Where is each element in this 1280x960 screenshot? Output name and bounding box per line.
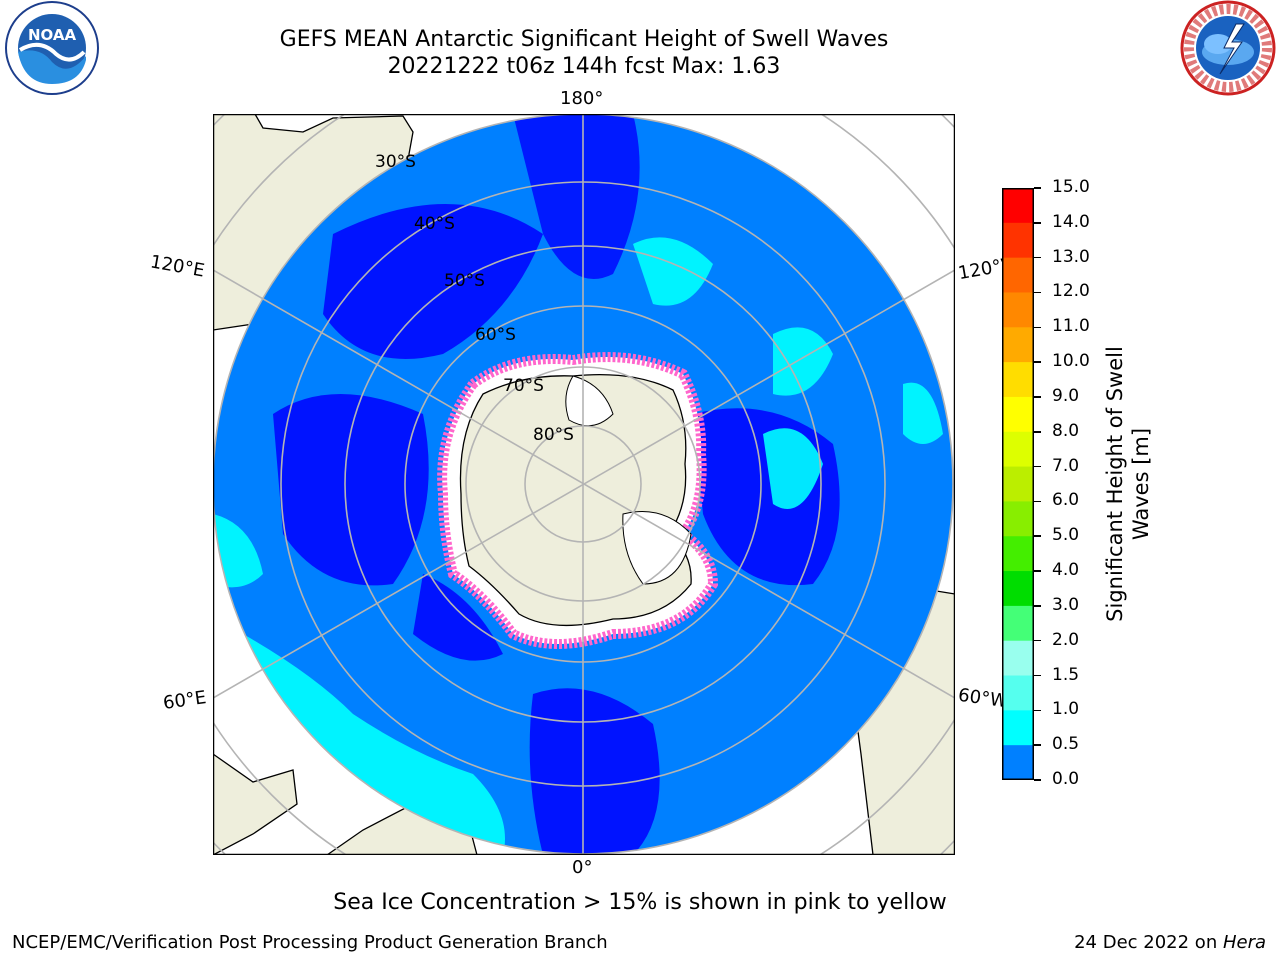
chart-subtitle: 20221222 t06z 144h fcst Max: 1.63: [387, 54, 781, 79]
colorbar-tick-mark: [1034, 431, 1041, 433]
colorbar-segment: [1002, 675, 1034, 711]
colorbar-segment: [1002, 431, 1034, 468]
colorbar-tick-label: 0.0: [1052, 769, 1080, 789]
colorbar-segment: [1002, 536, 1034, 572]
graticule: [212, 114, 956, 855]
colorbar-segment: [1002, 292, 1034, 328]
colorbar-tick-label: 1.0: [1052, 699, 1080, 720]
colorbar-tick-label: 11.0: [1052, 316, 1090, 337]
lon-label-0: 0°: [572, 857, 593, 878]
footer-date-text: 24 Dec 2022 on: [1074, 932, 1223, 953]
colorbar-segment: [1002, 640, 1034, 677]
colorbar-tick-mark: [1034, 639, 1041, 642]
colorbar-tick-label: 7.0: [1052, 455, 1080, 476]
chart-title: GEFS MEAN Antarctic Significant Height o…: [279, 27, 889, 52]
lat-label-70s: 70°S: [503, 376, 544, 396]
lat-label-80s: 80°S: [533, 425, 574, 445]
colorbar-tick-mark: [1034, 326, 1041, 329]
colorbar-segment: [1002, 188, 1034, 224]
svg-text:NOAA: NOAA: [28, 26, 77, 44]
colorbar-segment: [1002, 605, 1034, 642]
lat-label-60s: 60°S: [475, 325, 516, 345]
footer-date: 24 Dec 2022 on Hera: [1074, 932, 1266, 953]
colorbar-tick-mark: [1034, 256, 1041, 259]
colorbar-segment: [1002, 745, 1034, 781]
colorbar-tick-label: 14.0: [1052, 211, 1090, 232]
colorbar-tick-mark: [1034, 465, 1041, 468]
colorbar-tick-mark: [1034, 291, 1041, 294]
colorbar-segment: [1002, 571, 1034, 607]
antarctica: [437, 352, 719, 649]
lat-label-50s: 50°S: [444, 271, 485, 291]
noaa-logo: NOAA: [0, 0, 104, 100]
colorbar-tick-label: 0.5: [1052, 734, 1080, 755]
colorbar-tick-label: 9.0: [1052, 385, 1080, 406]
colorbar-tick-mark: [1034, 535, 1041, 537]
colorbar-tick-label: 8.0: [1052, 420, 1080, 441]
lon-label-180: 180°: [560, 88, 604, 109]
colorbar-segment: [1002, 501, 1034, 537]
lon-label-120e: 120°E: [148, 251, 207, 282]
colorbar-segment: [1002, 257, 1034, 293]
colorbar-tick-mark: [1034, 187, 1041, 189]
colorbar-tick-label: 2.0: [1052, 629, 1080, 650]
colorbar-tick-label: 15.0: [1052, 177, 1090, 197]
colorbar-tick-mark: [1034, 605, 1041, 607]
lat-label-40s: 40°S: [414, 214, 455, 234]
colorbar-segment: [1002, 396, 1034, 433]
colorbar-tick-mark: [1034, 396, 1041, 398]
colorbar-tick-mark: [1034, 222, 1041, 224]
colorbar-tick-label: 3.0: [1052, 594, 1080, 615]
footer-credit: NCEP/EMC/Verification Post Processing Pr…: [12, 932, 608, 953]
footer-host: Hera: [1222, 932, 1266, 953]
colorbar-tick-mark: [1034, 570, 1041, 572]
colorbar-border: [1002, 188, 1034, 780]
colorbar-segment: [1002, 222, 1034, 259]
colorbar-tick-mark: [1034, 709, 1041, 712]
lon-label-60e: 60°E: [161, 687, 208, 714]
colorbar-tick-label: 10.0: [1052, 351, 1090, 372]
colorbar-segment: [1002, 466, 1034, 502]
colorbar-tick-label: 4.0: [1052, 560, 1080, 581]
colorbar-tick-label: 5.0: [1052, 525, 1080, 546]
map-frame: [212, 113, 956, 856]
colorbar-tick-mark: [1034, 779, 1041, 781]
colorbar-tick-mark: [1034, 674, 1041, 677]
colorbar-tick-label: 6.0: [1052, 490, 1080, 511]
colorbar-tick-mark: [1034, 361, 1041, 363]
colorbar-tick-label: 13.0: [1052, 246, 1090, 267]
colorbar-segment: [1002, 710, 1034, 746]
colorbar-tick-label: 12.0: [1052, 281, 1090, 302]
lat-label-30s: 30°S: [375, 152, 416, 172]
nws-logo: [1178, 0, 1280, 100]
colorbar-segment: [1002, 362, 1034, 398]
colorbar-tick-mark: [1034, 500, 1041, 503]
colorbar-label: Significant Height of Swell Waves [m]: [1103, 346, 1153, 622]
colorbar: [1002, 188, 1034, 781]
polar-map: [212, 113, 956, 856]
sea-ice-caption: Sea Ice Concentration > 15% is shown in …: [333, 890, 947, 915]
colorbar-segment: [1002, 327, 1034, 363]
colorbar-tick-label: 1.5: [1052, 664, 1080, 685]
colorbar-tick-mark: [1034, 744, 1041, 746]
